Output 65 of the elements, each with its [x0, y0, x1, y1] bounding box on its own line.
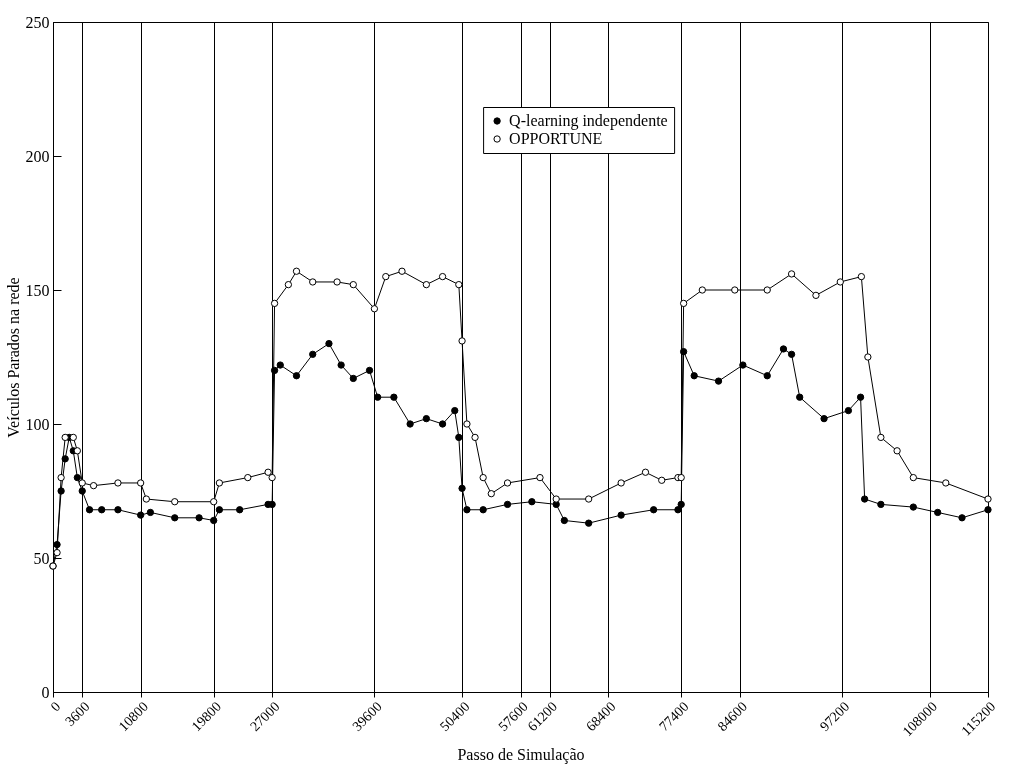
x-axis-title: Passo de Simulação: [457, 746, 585, 765]
point: [171, 498, 179, 506]
y-tick-label: 200: [25, 147, 50, 165]
point: [382, 272, 390, 281]
point: [422, 280, 431, 289]
point: [370, 305, 379, 313]
point: [53, 548, 61, 557]
point: [836, 278, 844, 286]
point: [270, 299, 279, 308]
point: [458, 337, 466, 345]
point: [812, 291, 820, 300]
point: [292, 267, 301, 275]
point: [215, 479, 224, 487]
point: [536, 473, 544, 482]
point: [57, 473, 65, 482]
y-tick-label: 250: [25, 13, 50, 31]
point: [479, 473, 487, 482]
y-tick-label: 50: [33, 549, 50, 567]
point: [349, 280, 357, 289]
point: [114, 479, 122, 487]
point: [552, 495, 560, 503]
y-tick-label: 150: [25, 281, 50, 299]
point: [463, 420, 471, 428]
point: [264, 468, 272, 476]
point: [61, 433, 69, 442]
point: [78, 479, 86, 487]
point: [438, 272, 447, 281]
point: [503, 479, 512, 487]
legend-label: Q-learning independente: [509, 112, 668, 130]
point: [244, 473, 252, 482]
point: [333, 278, 341, 286]
point: [679, 299, 688, 308]
point: [268, 473, 276, 482]
x-tick-label: 0: [47, 698, 64, 715]
y-axis-title: Veículos Parados na rede: [4, 277, 22, 438]
point: [984, 495, 992, 503]
point: [857, 272, 866, 281]
point: [617, 479, 625, 487]
point: [698, 286, 706, 294]
point: [73, 447, 82, 455]
point: [487, 490, 495, 498]
point: [641, 468, 650, 476]
point: [585, 495, 593, 503]
point: [455, 280, 463, 289]
y-tick-label: 100: [25, 415, 50, 433]
legend-label: OPPORTUNE: [509, 130, 603, 147]
point: [210, 498, 218, 506]
point: [893, 447, 901, 455]
y-tick-label: 0: [41, 683, 50, 701]
point: [658, 476, 666, 484]
point: [136, 479, 145, 487]
point: [309, 278, 317, 286]
point: [731, 286, 739, 294]
point: [471, 433, 479, 442]
point: [284, 280, 293, 289]
point: [69, 433, 77, 442]
point: [877, 433, 885, 442]
point: [398, 267, 406, 275]
point: [142, 495, 150, 503]
point: [787, 270, 796, 278]
point: [864, 353, 872, 361]
point: [942, 479, 950, 487]
point: [89, 481, 98, 490]
point: [763, 286, 771, 294]
point: [909, 473, 917, 482]
